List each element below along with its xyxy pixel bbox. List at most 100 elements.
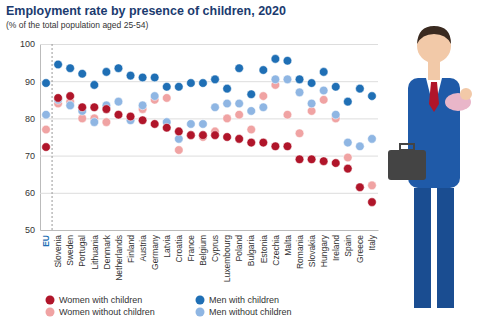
dot bbox=[187, 131, 196, 140]
dot bbox=[42, 79, 51, 88]
x-tick-label: Netherlands bbox=[114, 235, 124, 281]
x-tick-label: Greece bbox=[355, 235, 365, 263]
dot bbox=[54, 60, 63, 69]
dot bbox=[114, 97, 123, 106]
dot bbox=[344, 138, 353, 147]
x-tick-label: Lithuania bbox=[90, 235, 100, 270]
x-tick-label: Portugal bbox=[77, 235, 87, 267]
x-tick-label: Ireland bbox=[331, 235, 341, 261]
dot bbox=[235, 110, 244, 119]
x-tick: EU bbox=[41, 230, 51, 247]
dot bbox=[319, 157, 328, 166]
x-tick-label: Belgium bbox=[198, 235, 208, 266]
dot bbox=[162, 94, 171, 103]
dot bbox=[368, 181, 377, 190]
dot bbox=[187, 120, 196, 129]
x-tick-label: Luxembourg bbox=[222, 235, 232, 283]
dot bbox=[259, 103, 268, 112]
y-tick-label: 50 bbox=[25, 225, 35, 235]
dot bbox=[307, 79, 316, 88]
dot bbox=[319, 68, 328, 77]
dot bbox=[235, 99, 244, 108]
x-tick-label: Romania bbox=[295, 235, 305, 269]
dot bbox=[162, 82, 171, 91]
illustration bbox=[388, 26, 472, 308]
figure-neck bbox=[428, 62, 440, 80]
dot bbox=[235, 135, 244, 144]
grid-line bbox=[40, 230, 378, 231]
x-tick: Poland bbox=[234, 230, 244, 261]
dot bbox=[307, 155, 316, 164]
x-tick-label: Malta bbox=[283, 235, 293, 256]
dot bbox=[295, 155, 304, 164]
x-tick-label: Estonia bbox=[259, 235, 269, 264]
dot bbox=[102, 105, 111, 114]
dot bbox=[90, 118, 99, 127]
dot bbox=[295, 75, 304, 84]
dot bbox=[90, 81, 99, 90]
dot bbox=[356, 142, 365, 151]
figure-briefcase bbox=[388, 150, 426, 180]
x-tick: Luxembourg bbox=[222, 230, 232, 282]
x-tick-label: Italy bbox=[367, 234, 377, 250]
x-tick-label: Croatia bbox=[174, 235, 184, 263]
x-tick-label: Slovakia bbox=[307, 235, 317, 267]
legend-label: Women with children bbox=[59, 295, 142, 305]
dot bbox=[331, 159, 340, 168]
dot bbox=[175, 127, 184, 136]
series bbox=[42, 81, 377, 192]
dot bbox=[42, 125, 51, 134]
dot bbox=[138, 116, 147, 125]
figure-briefcase-handle bbox=[400, 144, 414, 150]
dot bbox=[344, 164, 353, 173]
x-tick: Latvia bbox=[162, 230, 172, 258]
dot bbox=[150, 120, 159, 129]
dot bbox=[223, 99, 232, 108]
dot bbox=[319, 96, 328, 105]
dot bbox=[295, 129, 304, 138]
x-tick: Croatia bbox=[174, 230, 184, 262]
dot bbox=[223, 84, 232, 93]
x-tick: Austria bbox=[138, 230, 148, 261]
legend-label: Men with children bbox=[209, 295, 279, 305]
dot bbox=[368, 198, 377, 207]
x-tick: Finland bbox=[126, 230, 136, 263]
dot bbox=[356, 183, 365, 192]
x-tick: Romania bbox=[295, 230, 305, 269]
grid-line bbox=[40, 81, 378, 82]
dot bbox=[54, 94, 63, 103]
dot bbox=[78, 69, 87, 78]
dot bbox=[138, 101, 147, 110]
x-tick: Hungary bbox=[319, 230, 329, 267]
dot bbox=[356, 183, 365, 192]
x-tick: Malta bbox=[283, 230, 293, 256]
figure-leg bbox=[437, 188, 454, 308]
y-tick-label: 80 bbox=[25, 114, 35, 124]
y-tick-label: 90 bbox=[25, 77, 35, 87]
dot bbox=[175, 146, 184, 155]
dot bbox=[211, 75, 220, 84]
separator bbox=[52, 44, 53, 230]
dot bbox=[344, 153, 353, 162]
legend: Women with childrenWomen without childre… bbox=[46, 295, 292, 317]
dot bbox=[247, 107, 256, 116]
y-tick-label: 60 bbox=[25, 188, 35, 198]
dot bbox=[283, 75, 292, 84]
x-tick-label: Czechia bbox=[271, 235, 281, 266]
x-tick: Spain bbox=[343, 230, 353, 257]
chart: Employment rate by presence of children,… bbox=[0, 0, 480, 320]
dot bbox=[307, 99, 316, 108]
x-tick: Belgium bbox=[198, 230, 208, 266]
x-tick-label: Finland bbox=[126, 235, 136, 263]
dot bbox=[150, 92, 159, 101]
x-tick: Greece bbox=[355, 230, 365, 263]
dot bbox=[78, 103, 87, 112]
dot bbox=[368, 135, 377, 144]
figure-tie bbox=[429, 82, 439, 112]
dot bbox=[331, 110, 340, 119]
x-tick: Ireland bbox=[331, 230, 341, 261]
dot bbox=[138, 73, 147, 82]
figure-leg bbox=[414, 188, 431, 308]
dot bbox=[223, 114, 232, 123]
dot bbox=[187, 79, 196, 88]
